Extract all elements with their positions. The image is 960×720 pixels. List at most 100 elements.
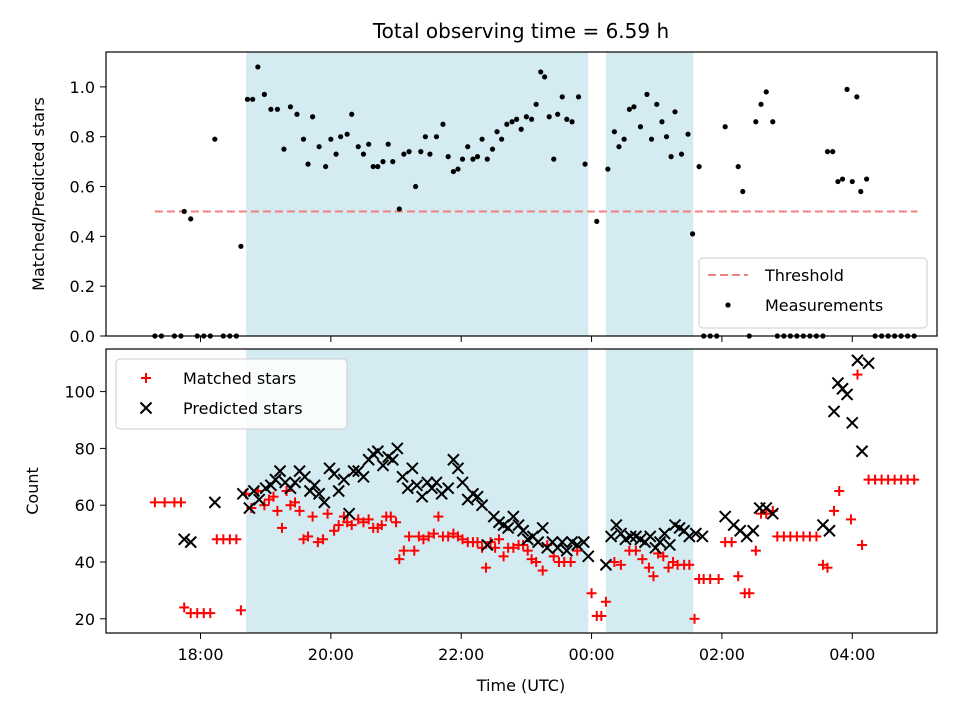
measurement-point-87 [644, 91, 650, 97]
matched-point-126 [845, 514, 856, 525]
measurement-point-41 [396, 206, 402, 212]
matched-point-67 [494, 534, 505, 545]
predicted-point-73 [599, 558, 613, 572]
measurement-point-30 [338, 134, 344, 140]
measurement-point-122 [849, 178, 855, 185]
predicted-point-19 [318, 496, 331, 509]
measurement-point-74 [559, 94, 565, 100]
matched-point-31 [322, 508, 333, 519]
matched-point-28 [307, 511, 318, 522]
predicted-point-85 [658, 527, 671, 540]
matched-point-64 [480, 562, 491, 573]
matched-point-66 [490, 542, 501, 553]
predicted-point-106 [840, 388, 854, 401]
predicted-point-0 [178, 533, 191, 546]
matched-point-110 [744, 588, 755, 599]
predicted-point-31 [376, 459, 390, 472]
measurement-point-124 [858, 188, 864, 195]
matched-point-29 [312, 537, 323, 548]
top-y-tick-label-2: 0.4 [70, 227, 95, 246]
predicted-point-78 [624, 530, 637, 543]
matched-point-125 [834, 486, 845, 496]
matched-point-12 [231, 534, 242, 545]
predicted-point-56 [501, 521, 515, 535]
measurement-point-24 [305, 161, 311, 167]
measurement-point-58 [484, 156, 490, 162]
matched-point-32 [329, 525, 340, 536]
measurement-point-28 [328, 136, 334, 142]
matched-point-95 [658, 551, 669, 562]
measurement-point-17 [261, 91, 267, 97]
measurement-point-23 [300, 136, 307, 142]
matched-point-54 [433, 511, 444, 522]
predicted-point-22 [332, 484, 345, 498]
measurement-point-55 [470, 156, 476, 162]
matched-point-44 [385, 511, 396, 522]
matched-point-47 [398, 545, 409, 556]
measurement-point-29 [333, 151, 339, 157]
measurement-point-53 [459, 156, 466, 162]
top-window-0 [246, 52, 589, 336]
measurement-point-40 [390, 159, 396, 165]
measurement-point-13 [238, 243, 244, 249]
matched-point-113 [761, 508, 772, 519]
x-tick-label-2: 22:00 [438, 645, 484, 664]
predicted-point-27 [357, 470, 370, 484]
predicted-point-75 [610, 518, 623, 532]
bottom-y-axis-label: Count [23, 467, 42, 515]
measurement-point-67 [529, 116, 535, 122]
measurement-point-82 [616, 144, 622, 150]
bottom-legend-box [115, 358, 348, 430]
matched-point-30 [318, 534, 329, 545]
predicted-point-37 [406, 462, 419, 475]
measurement-point-34 [360, 151, 367, 157]
measurement-point-76 [569, 119, 575, 125]
bottom-panel: 18:00 20:00 22:00 00:00 02:00 04:00 20 40 60 80 1… [23, 348, 938, 695]
matched-point-20 [272, 505, 283, 516]
x-tick-label-3: 00:00 [569, 645, 615, 664]
legend-measurements-label: Measurements [765, 296, 883, 315]
measurement-point-59 [489, 146, 496, 152]
measurement-point-15 [250, 96, 256, 102]
predicted-point-103 [827, 405, 841, 418]
measurement-point-10 [181, 208, 187, 215]
measurement-point-14 [244, 96, 251, 102]
predicted-point-108 [851, 354, 864, 367]
matched-point-104 [705, 574, 716, 585]
x-tick-label-1: 20:00 [308, 645, 354, 664]
top-y-tick-label-1: 0.2 [70, 277, 95, 296]
x-axis-label: Time (UTC) [476, 676, 565, 695]
predicted-point-36 [401, 481, 414, 495]
x-tick-label-5: 04:00 [829, 645, 875, 664]
measurement-point-102 [735, 163, 741, 170]
matched-point-100 [684, 559, 695, 570]
matched-point-81 [565, 557, 576, 567]
predicted-point-82 [644, 530, 657, 543]
predicted-point-71 [577, 535, 590, 549]
predicted-point-57 [507, 510, 520, 523]
measurement-point-81 [611, 129, 617, 135]
matched-point-33 [333, 520, 344, 531]
predicted-point-44 [441, 481, 455, 495]
predicted-point-51 [475, 498, 489, 512]
measurement-point-70 [542, 74, 548, 80]
matched-point-8 [205, 608, 216, 619]
bottom-y-tick-label-2: 60 [75, 496, 95, 515]
legend-predicted-label: Predicted stars [183, 399, 303, 418]
measurement-point-25 [310, 114, 316, 120]
measurement-point-39 [385, 141, 391, 147]
matched-point-1 [159, 497, 170, 508]
predicted-point-21 [327, 467, 341, 481]
measurement-point-31 [344, 131, 350, 137]
measurement-point-44 [412, 183, 419, 190]
bottom-axes-frame [105, 348, 938, 634]
predicted-point-92 [696, 530, 709, 543]
predicted-point-102 [823, 524, 836, 537]
count-points [149, 354, 920, 624]
matched-point-91 [637, 554, 648, 565]
predicted-point-47 [456, 476, 469, 489]
predicted-point-72 [582, 550, 595, 563]
bottom-y-tick-label-4: 100 [64, 383, 95, 402]
top-axes-frame [105, 51, 938, 337]
predicted-point-9 [269, 473, 282, 486]
